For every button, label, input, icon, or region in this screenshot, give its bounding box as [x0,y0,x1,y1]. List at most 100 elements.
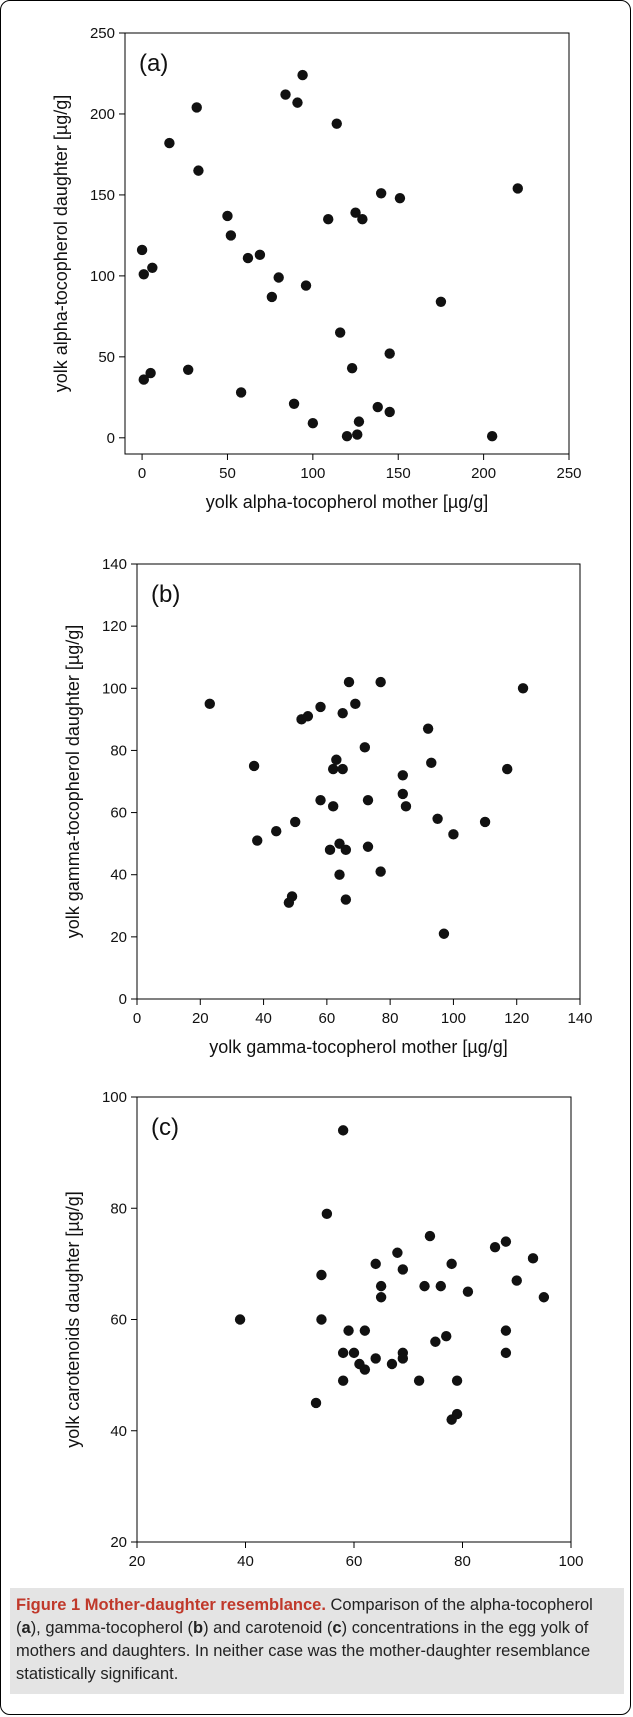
y-tick-label: 140 [102,556,127,573]
scatter-point [337,1347,349,1359]
y-tick-label: 80 [110,742,127,759]
y-tick-label: 120 [102,618,127,635]
scatter-point [138,374,149,385]
scatter-point [350,207,361,218]
scatter-point [337,707,348,719]
x-tick-label: 80 [454,1553,471,1570]
scatter-point [350,698,361,710]
scatter-point [254,249,266,261]
scatter-point [346,362,358,374]
scatter-point [500,1325,512,1336]
y-axis-label: yolk alpha-tocopherol daughter [µg/g] [51,95,71,393]
scatter-point [370,1258,381,1270]
scatter-point [316,1314,327,1325]
scatter-point [204,698,215,710]
scatter-point [353,416,365,427]
scatter-point [280,89,291,100]
scatter-point [302,711,314,722]
scatter-point [479,816,491,828]
scatter-point [225,230,237,241]
y-tick-label: 60 [110,1312,127,1329]
scatter-point [448,829,459,840]
scatter-panel-1: 0 50 100 150 200 250 0 50 100 150 200 250 yolk alpha… [51,25,582,512]
scatter-point [397,788,408,800]
x-tick-label: 20 [129,1553,146,1570]
x-tick-label: 120 [504,1010,529,1027]
y-tick-label: 0 [119,991,127,1008]
scatter-point [286,891,298,902]
scatter-point [352,429,363,440]
x-tick-label: 20 [192,1010,209,1027]
scatter-point [359,1364,371,1375]
scatter-point [511,1275,522,1286]
x-tick-label: 0 [138,465,146,482]
scatter-point [248,760,260,772]
scatter-point [435,296,447,307]
scatter-point [489,1241,501,1253]
scatter-point [334,869,345,880]
scatter-point [182,364,194,375]
scatter-point [343,1325,354,1336]
panel-label: (b) [151,581,180,608]
x-axis-label: yolk gamma-tocopherol mother [µg/g] [209,1037,508,1057]
scatter-point [147,262,158,273]
caption-title: Figure 1 Mother-daughter resemblance. [16,1596,326,1614]
scatter-point [362,794,374,806]
scatter-point [424,1230,436,1242]
scatter-point [324,844,336,856]
scatter-point [327,763,339,775]
scatter-panel-2: 0 20 40 60 80 100 120 140 0 20 40 60 80 100 120 140 yolk… [63,556,593,1057]
y-tick-label: 0 [107,430,115,447]
scatter-point [136,244,148,256]
scatter-point [527,1253,539,1264]
scatter-point [323,214,334,225]
scatter-point [426,757,437,769]
scatter-point [315,701,326,713]
scatter-point [375,188,387,199]
scatter-point [138,269,149,280]
scatter-point [435,1280,446,1292]
scatter-point [327,801,339,812]
scatter-point [340,894,352,905]
y-tick-label: 60 [110,805,127,822]
scatter-point [413,1375,425,1386]
x-tick-label: 60 [319,1010,336,1027]
x-tick-label: 60 [346,1553,363,1570]
x-tick-label: 140 [567,1010,592,1027]
y-tick-label: 100 [102,680,127,697]
y-tick-label: 50 [98,349,115,366]
scatter-point [316,1269,327,1281]
y-tick-label: 20 [110,1534,127,1551]
scatter-point [348,1347,360,1359]
x-tick-label: 50 [219,465,236,482]
scatter-point [486,430,498,442]
scatter-point [386,1358,398,1370]
scatter-point [321,1208,333,1220]
y-tick-label: 150 [90,187,115,204]
scatter-point [337,763,348,775]
x-tick-label: 0 [133,1010,141,1027]
scatter-point [242,252,254,264]
x-tick-label: 100 [300,465,325,482]
y-axis-label: yolk gamma-tocopherol daughter [µg/g] [63,625,83,939]
x-tick-label: 200 [471,465,496,482]
scatter-point [315,794,326,806]
y-tick-label: 40 [110,1423,127,1440]
scatter-point [191,102,202,113]
scatter-point [343,676,355,688]
scatter-point [297,69,308,81]
scatter-point [266,291,278,303]
y-tick-label: 80 [110,1200,127,1217]
scatter-point [446,1258,457,1270]
scatter-point [438,928,450,939]
x-tick-label: 40 [237,1553,254,1570]
scatter-point [334,327,346,338]
x-axis-label: yolk alpha-tocopherol mother [µg/g] [206,492,489,512]
scatter-point [500,1347,512,1359]
scatter-point [400,801,412,812]
scatter-point [451,1375,463,1386]
scatter-point [441,1330,452,1342]
x-tick-label: 250 [556,465,581,482]
scatter-point [145,367,156,379]
scatter-point [222,210,233,222]
